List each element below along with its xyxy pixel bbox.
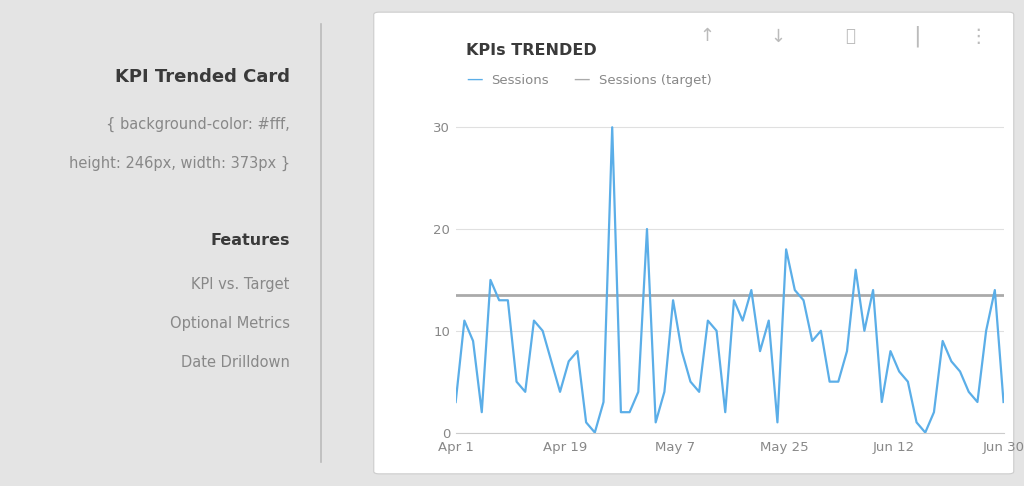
- Text: ↓: ↓: [771, 27, 785, 46]
- Text: Features: Features: [210, 233, 290, 248]
- Text: Optional Metrics: Optional Metrics: [170, 316, 290, 331]
- Text: ↑: ↑: [699, 27, 714, 46]
- Text: KPI vs. Target: KPI vs. Target: [191, 277, 290, 292]
- Text: Sessions: Sessions: [492, 74, 549, 87]
- Text: KPIs TRENDED: KPIs TRENDED: [466, 43, 597, 58]
- Text: ⋮: ⋮: [968, 27, 988, 46]
- Text: { background-color: #fff,: { background-color: #fff,: [105, 117, 290, 132]
- Text: Sessions (target): Sessions (target): [599, 74, 712, 87]
- Text: —: —: [573, 69, 590, 87]
- Text: Date Drilldown: Date Drilldown: [181, 355, 290, 370]
- Text: height: 246px, width: 373px }: height: 246px, width: 373px }: [69, 156, 290, 171]
- Text: KPI Trended Card: KPI Trended Card: [115, 68, 290, 86]
- Text: ⎙: ⎙: [845, 27, 855, 46]
- Text: |: |: [912, 26, 921, 47]
- Text: —: —: [466, 69, 482, 87]
